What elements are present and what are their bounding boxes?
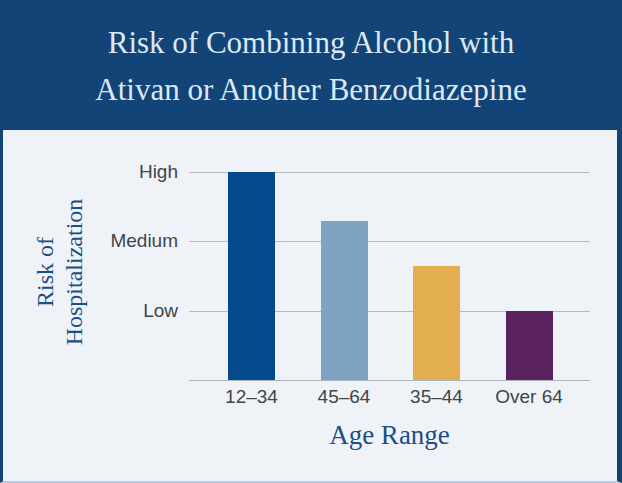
x-axis-title: Age Range [189, 420, 590, 451]
ytick-low: Low [85, 299, 178, 323]
bar-12–34 [228, 172, 275, 380]
chart-title-line-1: Risk of Combining Alcohol with [108, 19, 514, 66]
ytick-high: High [85, 160, 178, 184]
chart-header: Risk of Combining Alcohol with Ativan or… [0, 0, 622, 130]
bar-35–44 [413, 266, 460, 380]
xtick-Over 64: Over 64 [474, 386, 584, 408]
ytick-medium: Medium [85, 229, 178, 253]
infographic-container: Risk of Combining Alcohol with Ativan or… [0, 0, 622, 483]
bar-Over 64 [506, 311, 553, 380]
y-axis-title-line-1: Risk of [31, 237, 60, 307]
x-axis-line [189, 380, 590, 381]
bar-45–64 [321, 221, 368, 380]
chart-canvas: Risk of Hospitalization Age Range High Me… [3, 130, 617, 481]
chart-title-line-2: Ativan or Another Benzodiazepine [95, 66, 526, 113]
y-axis-title-line-2: Hospitalization [60, 199, 89, 346]
y-axis-title: Risk of Hospitalization [31, 122, 89, 422]
